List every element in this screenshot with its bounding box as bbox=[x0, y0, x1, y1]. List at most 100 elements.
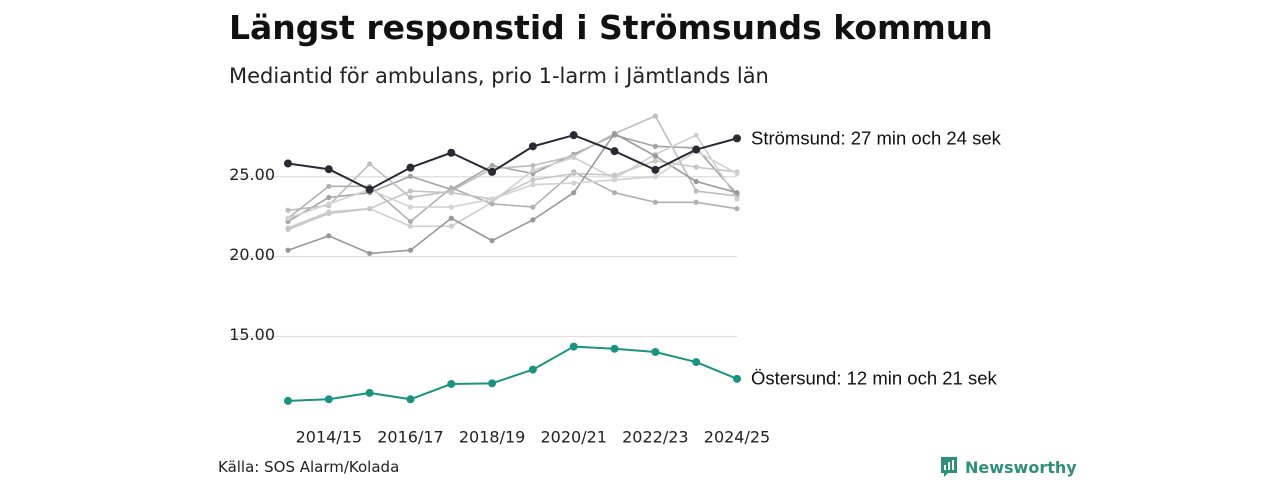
data-point bbox=[284, 159, 292, 168]
brand-logo: Newsworthy bbox=[939, 456, 1077, 478]
data-point bbox=[489, 238, 495, 244]
data-point bbox=[652, 143, 658, 149]
newsworthy-logo-icon bbox=[941, 457, 957, 477]
data-point bbox=[530, 217, 536, 223]
data-point bbox=[610, 147, 619, 156]
data-point bbox=[326, 183, 332, 189]
data-point bbox=[365, 185, 374, 194]
data-point bbox=[326, 194, 332, 201]
series-östersund bbox=[284, 342, 741, 405]
data-point bbox=[651, 165, 660, 174]
data-point bbox=[611, 190, 618, 196]
data-point bbox=[610, 344, 619, 353]
data-point bbox=[488, 167, 497, 176]
data-point bbox=[447, 148, 456, 157]
data-point bbox=[448, 185, 454, 191]
x-tick-label: 2022/23 bbox=[622, 428, 688, 447]
data-point bbox=[571, 180, 577, 186]
highlighted-series bbox=[284, 131, 741, 405]
data-point bbox=[692, 358, 701, 367]
data-point bbox=[528, 365, 537, 374]
data-point bbox=[407, 173, 414, 179]
data-point bbox=[528, 142, 537, 151]
data-point bbox=[571, 170, 577, 177]
data-point bbox=[448, 215, 454, 221]
data-point bbox=[693, 132, 699, 138]
data-point bbox=[324, 395, 333, 404]
data-point bbox=[448, 223, 454, 229]
data-point bbox=[326, 201, 332, 207]
data-point bbox=[367, 250, 373, 257]
data-point bbox=[651, 347, 660, 356]
data-point bbox=[489, 196, 495, 202]
data-point bbox=[285, 215, 291, 221]
data-point bbox=[530, 177, 536, 183]
data-point bbox=[530, 162, 536, 169]
data-point bbox=[448, 204, 454, 210]
x-tick-label: 2016/17 bbox=[377, 428, 443, 447]
y-tick-label: 15.00 bbox=[229, 325, 275, 344]
series-strömsund bbox=[284, 131, 741, 194]
data-point bbox=[367, 161, 373, 167]
series-line bbox=[287, 134, 738, 191]
x-tick-label: 2024/25 bbox=[704, 428, 770, 447]
series-end-label: Strömsund: 27 min och 24 sek bbox=[751, 127, 1002, 148]
data-point bbox=[692, 145, 701, 154]
data-point bbox=[488, 379, 497, 388]
data-point bbox=[407, 218, 414, 225]
data-point bbox=[285, 207, 291, 213]
chart-subtitle: Mediantid för ambulans, prio 1-larm i Jä… bbox=[229, 64, 769, 88]
data-point bbox=[448, 190, 454, 196]
x-tick-label: 2014/15 bbox=[296, 428, 362, 447]
series-end-labels: Strömsund: 27 min och 24 sek Östersund: 1… bbox=[751, 127, 1002, 388]
data-point bbox=[734, 196, 740, 202]
data-point bbox=[652, 174, 658, 180]
data-point bbox=[530, 204, 536, 210]
data-point bbox=[407, 188, 414, 194]
series-åre bbox=[285, 130, 740, 257]
series-line bbox=[287, 134, 738, 223]
series-end-label: Östersund: 12 min och 21 sek bbox=[751, 368, 998, 389]
data-point bbox=[734, 170, 740, 177]
data-point bbox=[569, 342, 578, 351]
x-tick-label: 2018/19 bbox=[459, 428, 525, 447]
data-point bbox=[530, 182, 536, 188]
data-point bbox=[407, 194, 414, 201]
series-line bbox=[287, 150, 738, 220]
chart-title: Längst responstid i Strömsunds kommun bbox=[229, 8, 993, 47]
data-point bbox=[571, 154, 577, 161]
data-point bbox=[284, 396, 292, 405]
data-point bbox=[407, 204, 414, 210]
data-point bbox=[734, 206, 740, 212]
data-point bbox=[652, 153, 658, 159]
data-point bbox=[693, 199, 699, 205]
data-point bbox=[652, 199, 658, 205]
data-point bbox=[324, 165, 333, 174]
data-point bbox=[447, 379, 456, 388]
data-point bbox=[285, 226, 291, 233]
series-krokom bbox=[285, 169, 740, 225]
data-point bbox=[733, 374, 741, 383]
data-point bbox=[652, 158, 658, 164]
data-point bbox=[693, 178, 699, 185]
data-point bbox=[611, 172, 618, 178]
series-line bbox=[287, 115, 738, 212]
x-tick-labels: 2014/15 2016/17 2018/19 2020/21 2022/23 2024/… bbox=[296, 428, 771, 447]
data-point bbox=[489, 201, 495, 207]
series-line bbox=[287, 345, 738, 402]
data-point bbox=[569, 131, 578, 140]
data-point bbox=[693, 188, 699, 194]
y-tick-label: 25.00 bbox=[229, 165, 275, 184]
data-point bbox=[406, 163, 415, 172]
data-point bbox=[734, 190, 740, 196]
series-line bbox=[287, 159, 738, 231]
data-point bbox=[407, 247, 414, 253]
data-point bbox=[285, 247, 291, 253]
data-point bbox=[326, 210, 332, 217]
x-tick-label: 2020/21 bbox=[540, 428, 606, 447]
series-line bbox=[287, 132, 738, 255]
data-point bbox=[611, 130, 618, 137]
data-point bbox=[611, 177, 618, 183]
source-note: Källa: SOS Alarm/Kolada bbox=[218, 458, 400, 476]
